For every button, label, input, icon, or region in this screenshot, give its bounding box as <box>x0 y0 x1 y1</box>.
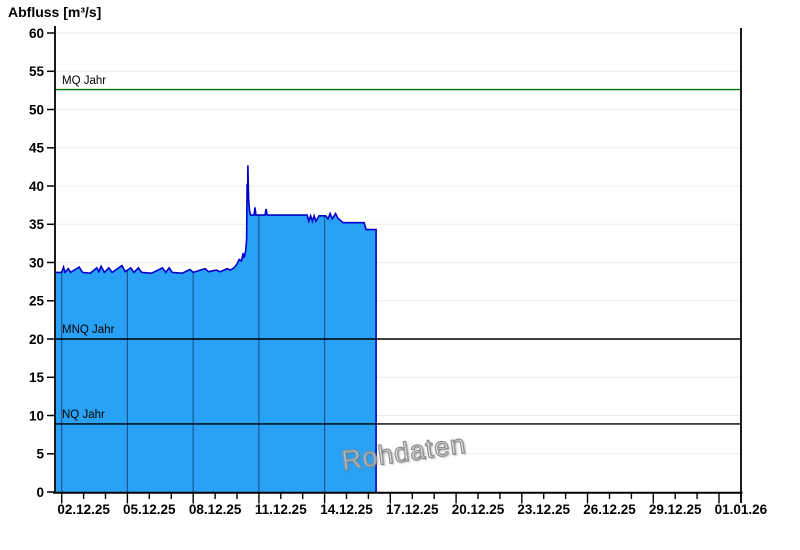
mnq-jahr-label: MNQ Jahr <box>62 324 115 336</box>
svg-text:40: 40 <box>29 179 44 194</box>
svg-text:50: 50 <box>29 102 44 117</box>
axes <box>47 26 743 504</box>
mq-jahr-label: MQ Jahr <box>62 74 107 87</box>
svg-text:02.12.25: 02.12.25 <box>57 502 110 517</box>
svg-text:30: 30 <box>29 255 44 270</box>
svg-text:20.12.25: 20.12.25 <box>452 502 505 517</box>
svg-text:55: 55 <box>29 64 45 79</box>
svg-text:5: 5 <box>36 447 44 462</box>
svg-text:23.12.25: 23.12.25 <box>517 502 570 517</box>
svg-text:17.12.25: 17.12.25 <box>386 502 439 517</box>
discharge-line <box>56 165 377 492</box>
discharge-area-fill <box>56 165 377 493</box>
svg-text:35: 35 <box>29 217 45 232</box>
svg-text:11.12.25: 11.12.25 <box>255 502 307 517</box>
svg-text:26.12.25: 26.12.25 <box>583 502 636 517</box>
reference-lines <box>55 88 741 425</box>
svg-text:10: 10 <box>29 408 44 423</box>
svg-text:45: 45 <box>29 141 45 156</box>
svg-text:14.12.25: 14.12.25 <box>320 502 373 517</box>
svg-text:60: 60 <box>29 26 44 41</box>
nq-jahr-label: NQ Jahr <box>62 408 105 421</box>
svg-text:15: 15 <box>29 370 45 385</box>
svg-text:0: 0 <box>36 485 44 500</box>
svg-text:01.01.26: 01.01.26 <box>715 502 768 517</box>
chart-title: Abfluss [m³/s] <box>8 4 102 20</box>
svg-text:08.12.25: 08.12.25 <box>189 502 242 517</box>
svg-text:20: 20 <box>29 332 44 347</box>
svg-text:29.12.25: 29.12.25 <box>649 502 702 517</box>
x-axis-labels: 02.12.25 05.12.25 08.12.25 11.12.25 14.12.25… <box>57 502 767 517</box>
svg-text:05.12.25: 05.12.25 <box>123 502 176 517</box>
y-axis-labels: 0 5 10 15 20 25 30 35 40 45 50 55 60 <box>29 26 45 500</box>
svg-text:25: 25 <box>29 294 45 309</box>
